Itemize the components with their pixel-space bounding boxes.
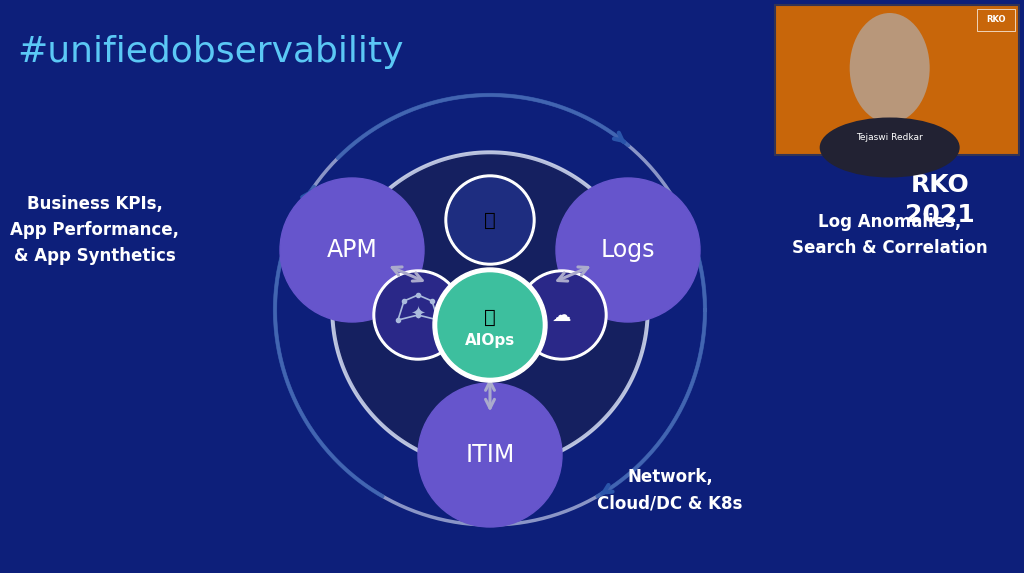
Circle shape — [517, 270, 607, 360]
Circle shape — [449, 178, 532, 262]
Text: Log Anomalies,
Search & Correlation: Log Anomalies, Search & Correlation — [793, 213, 988, 257]
Text: RKO
2021: RKO 2021 — [905, 173, 975, 227]
Text: Network,
Cloud/DC & K8s: Network, Cloud/DC & K8s — [597, 468, 742, 512]
Text: APM: APM — [327, 238, 378, 262]
Circle shape — [445, 175, 535, 265]
Circle shape — [438, 273, 542, 377]
FancyBboxPatch shape — [775, 5, 1019, 155]
Text: ITIM: ITIM — [465, 443, 515, 467]
Text: Logs: Logs — [601, 238, 655, 262]
Text: 🧠: 🧠 — [484, 308, 496, 327]
Text: AIOps: AIOps — [465, 333, 515, 348]
Text: Tejaswi Redkar: Tejaswi Redkar — [856, 132, 923, 142]
Ellipse shape — [819, 117, 959, 178]
Circle shape — [373, 270, 463, 360]
Circle shape — [556, 178, 700, 322]
Circle shape — [433, 268, 547, 382]
Circle shape — [376, 273, 460, 357]
Circle shape — [520, 273, 604, 357]
Text: 📱: 📱 — [484, 210, 496, 230]
Polygon shape — [331, 151, 649, 469]
Ellipse shape — [850, 13, 930, 123]
FancyBboxPatch shape — [977, 9, 1015, 31]
Circle shape — [418, 383, 562, 527]
Text: ☁: ☁ — [552, 305, 571, 324]
Circle shape — [280, 178, 424, 322]
Polygon shape — [335, 155, 645, 465]
Text: #unifiedobservability: #unifiedobservability — [16, 35, 403, 69]
Text: Business KPIs,
App Performance,
& App Synthetics: Business KPIs, App Performance, & App Sy… — [10, 195, 179, 265]
Text: RKO: RKO — [986, 15, 1006, 25]
Text: ✦: ✦ — [411, 306, 426, 324]
